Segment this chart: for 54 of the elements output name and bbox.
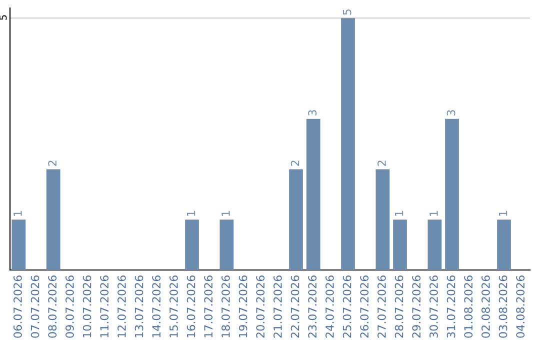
x-tick-label: 15.07.2026 <box>169 276 178 338</box>
x-tick-label: 08.07.2026 <box>48 276 57 338</box>
data-label: 1 <box>498 211 508 216</box>
x-tick-label: 31.07.2026 <box>446 276 456 338</box>
x-tick-label: 22.07.2026 <box>290 276 300 338</box>
bar <box>428 220 442 270</box>
data-label: 1 <box>430 211 438 216</box>
x-tick-label: 11.07.2026 <box>100 276 109 338</box>
bar <box>220 220 234 270</box>
bar <box>393 220 407 270</box>
data-label: 5 <box>342 9 352 15</box>
data-label: 2 <box>290 160 300 166</box>
x-tick-label: 03.08.2026 <box>498 276 508 338</box>
bar <box>12 220 26 270</box>
x-tick-label: 16.07.2026 <box>186 276 196 338</box>
x-tick-label: 29.07.2026 <box>412 276 421 338</box>
x-tick-label: 27.07.2026 <box>377 276 386 338</box>
x-tick-label: 14.07.2026 <box>152 276 161 338</box>
x-tick-label: 04.08.2026 <box>516 276 525 338</box>
bar <box>445 118 459 270</box>
x-tick-label: 01.08.2026 <box>464 276 473 338</box>
data-label: 2 <box>48 160 56 166</box>
bar <box>185 220 199 270</box>
x-tick-label: 23.07.2026 <box>308 276 317 338</box>
x-tick-label: 07.07.2026 <box>30 276 40 338</box>
bar <box>289 169 303 270</box>
data-label: 1 <box>222 211 230 216</box>
data-label: 1 <box>394 211 404 216</box>
x-tick-label: 30.07.2026 <box>429 276 438 338</box>
x-tick-label: 09.07.2026 <box>65 276 74 338</box>
x-tick-label: 02.08.2026 <box>481 276 490 338</box>
x-tick-label: 12.07.2026 <box>117 276 126 338</box>
bar <box>306 118 320 270</box>
bar <box>46 169 60 270</box>
x-tick-label: 19.07.2026 <box>238 276 248 338</box>
x-tick-label: 26.07.2026 <box>360 276 369 338</box>
x-tick-label: 17.07.2026 <box>204 276 213 338</box>
x-tick-label: 28.07.2026 <box>394 276 404 338</box>
data-label: 1 <box>14 211 22 216</box>
data-label: 1 <box>186 211 196 216</box>
bar <box>341 18 355 270</box>
data-label: 2 <box>377 160 386 166</box>
data-label: 3 <box>308 110 317 116</box>
x-tick-label: 06.07.2026 <box>13 276 22 338</box>
bar <box>497 220 511 270</box>
x-tick-label: 13.07.2026 <box>134 276 144 338</box>
x-tick-label: 18.07.2026 <box>221 276 230 338</box>
x-tick-label: 10.07.2026 <box>82 276 92 338</box>
x-tick-label: 21.07.2026 <box>273 276 282 338</box>
data-label: 3 <box>446 110 456 116</box>
bar <box>376 169 390 270</box>
x-tick-label: 25.07.2026 <box>342 276 352 338</box>
x-tick-label: 24.07.2026 <box>325 276 334 338</box>
x-tick-label: 20.07.2026 <box>256 276 265 338</box>
